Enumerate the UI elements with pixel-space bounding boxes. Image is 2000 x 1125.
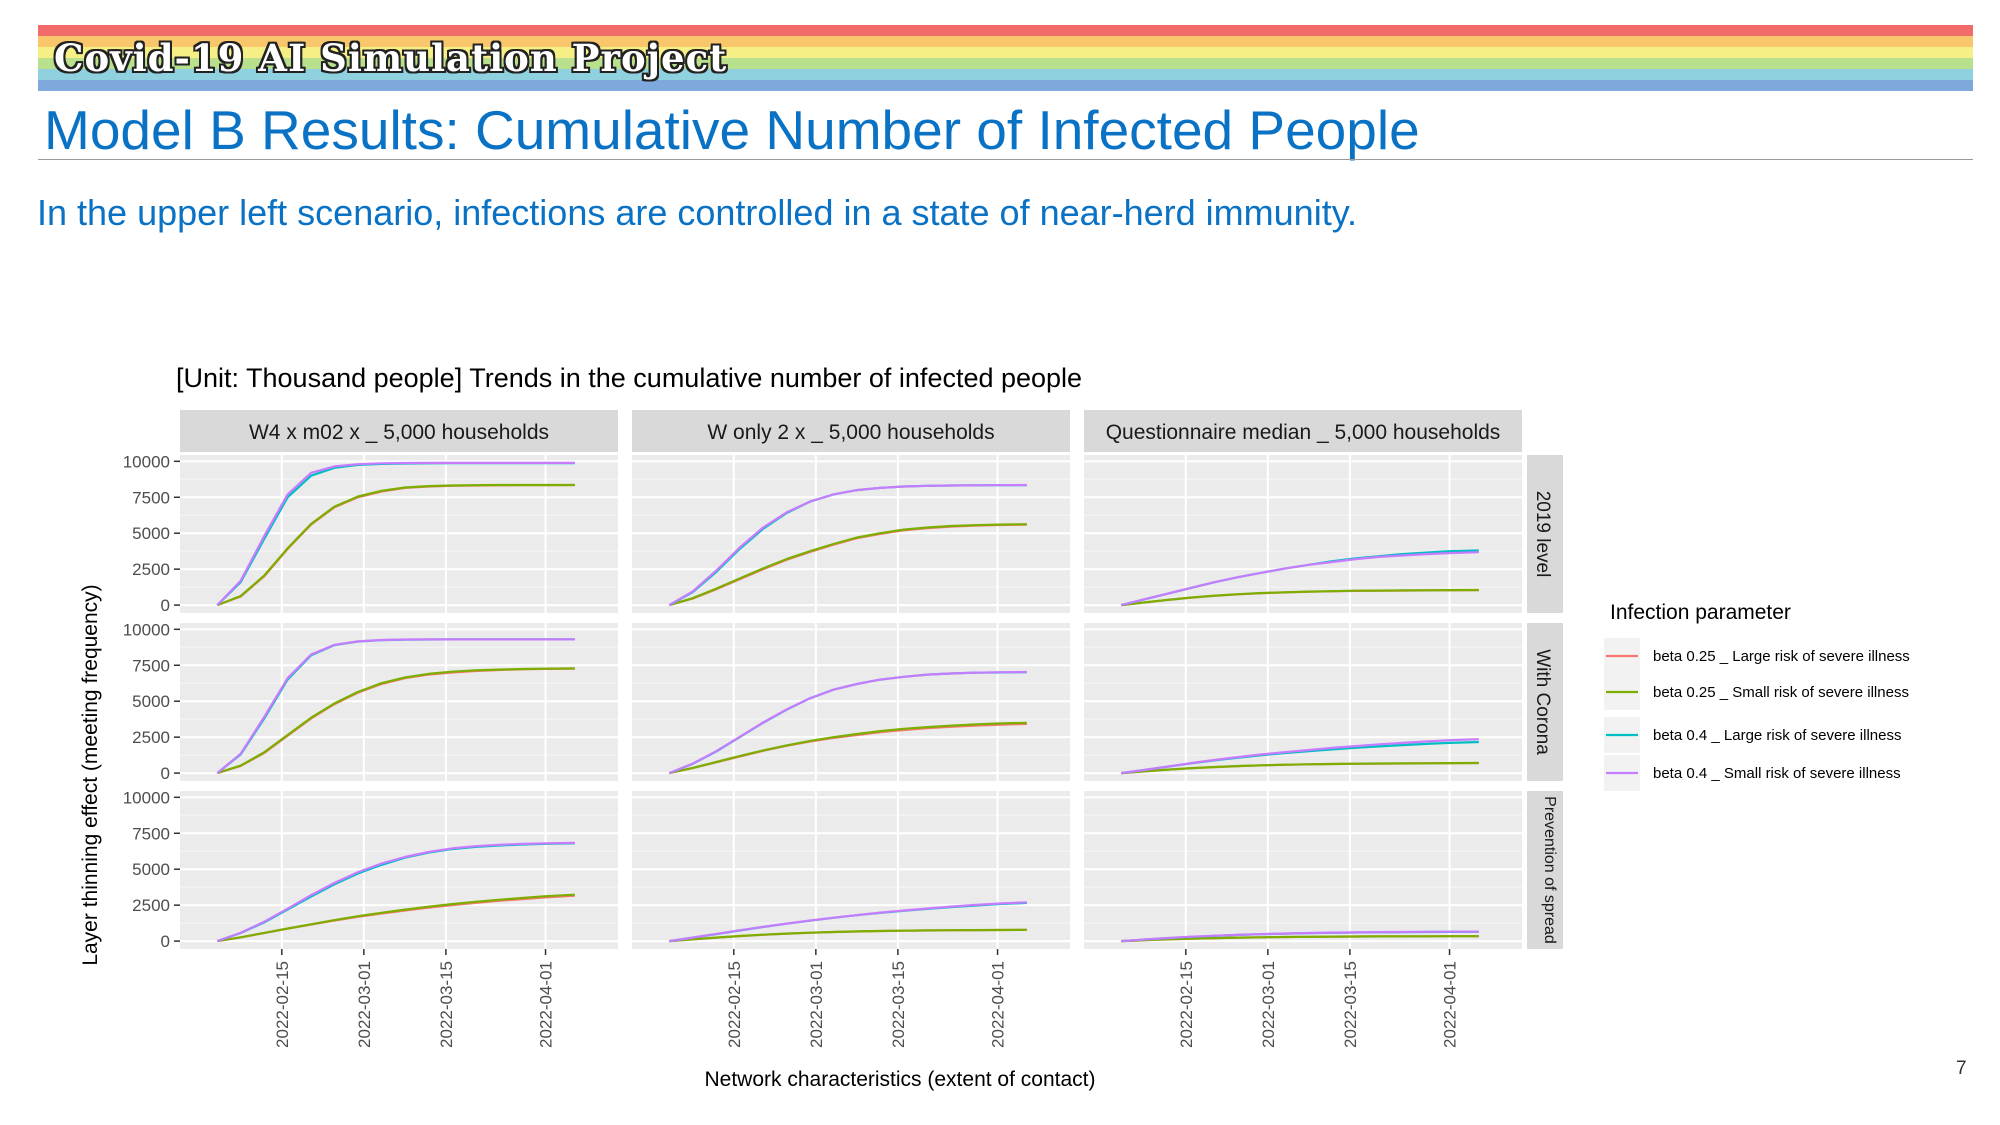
column-strip <box>632 410 1070 452</box>
series-line <box>1121 935 1479 943</box>
series-line <box>669 928 1027 943</box>
chart-title: [Unit: Thousand people] Trends in the cu… <box>176 363 1082 393</box>
series-line <box>668 523 1027 607</box>
legend: Infection parameter beta 0.25 _ Large ri… <box>1604 601 1910 791</box>
y-tick-label: 0 <box>161 932 170 951</box>
x-axis-label: Network characteristics (extent of conta… <box>705 1068 1096 1091</box>
row-strip <box>1527 791 1563 949</box>
row-strip-label: 2019 level <box>1532 491 1553 578</box>
series-line <box>1121 930 1479 943</box>
series-line <box>216 483 575 607</box>
series-line <box>1121 738 1479 775</box>
x-tick-label: 2022-03-01 <box>1259 961 1278 1048</box>
x-tick-label: 2022-04-01 <box>537 961 556 1048</box>
column-strip-label: Questionnaire median _ 5,000 households <box>1106 421 1501 444</box>
series-line <box>217 893 575 943</box>
x-tick-label: 2022-03-15 <box>437 961 456 1048</box>
x-tick-label: 2022-03-15 <box>889 961 908 1048</box>
y-tick-label: 5000 <box>132 860 170 879</box>
page-number: 7 <box>1956 1058 1967 1079</box>
series-line <box>1121 761 1479 775</box>
y-tick-label: 0 <box>161 764 170 783</box>
y-tick-label: 5000 <box>132 524 170 543</box>
legend-entry-label: beta 0.4 _ Small risk of severe illness <box>1653 765 1901 782</box>
banner-stripe <box>38 69 1973 80</box>
x-tick-label: 2022-02-15 <box>725 961 744 1048</box>
rainbow-banner <box>38 25 1973 91</box>
slide-subtitle: In the upper left scenario, infections a… <box>37 192 1358 233</box>
series-line <box>1121 551 1479 607</box>
y-tick-label: 7500 <box>132 656 170 675</box>
y-tick-label: 10000 <box>123 452 170 471</box>
column-strip <box>180 410 618 452</box>
x-tick-label: 2022-04-01 <box>989 961 1008 1048</box>
y-tick-label: 2500 <box>132 728 170 747</box>
series-line <box>1121 588 1479 607</box>
y-tick-label: 7500 <box>132 488 170 507</box>
y-axis-label: Layer thinning effect (meeting frequency… <box>79 584 102 965</box>
legend-title: Infection parameter <box>1610 601 1791 624</box>
x-tick-label: 2022-03-01 <box>355 961 374 1048</box>
x-tick-label: 2022-03-15 <box>1341 961 1360 1048</box>
row-strip-label: Prevention of spread <box>1541 796 1558 944</box>
y-tick-label: 5000 <box>132 692 170 711</box>
banner-stripe <box>38 25 1973 36</box>
series-line <box>668 670 1027 775</box>
y-tick-label: 0 <box>161 596 170 615</box>
series-line <box>216 638 575 774</box>
banner-stripe <box>38 80 1973 91</box>
y-tick-label: 10000 <box>123 788 170 807</box>
slide-title: Model B Results: Cumulative Number of In… <box>44 99 1420 161</box>
series-line <box>216 667 575 775</box>
y-tick-label: 2500 <box>132 560 170 579</box>
banner-stripe <box>38 58 1973 69</box>
y-tick-label: 7500 <box>132 824 170 843</box>
legend-entry-label: beta 0.25 _ Small risk of severe illness <box>1653 684 1909 701</box>
x-tick-label: 2022-04-01 <box>1441 961 1460 1048</box>
series-line <box>669 901 1027 943</box>
row-strip-label: With Corona <box>1532 649 1553 755</box>
series-line <box>669 721 1027 775</box>
series-line <box>216 841 575 943</box>
y-tick-label: 2500 <box>132 896 170 915</box>
project-title: Covid-19 AI Simulation Project <box>54 36 728 80</box>
legend-entry-label: beta 0.25 _ Large risk of severe illness <box>1653 648 1910 665</box>
column-strip-label: W4 x m02 x _ 5,000 households <box>249 421 549 444</box>
banner-stripe <box>38 47 1973 58</box>
row-strip <box>1527 623 1563 781</box>
column-strip-label: W only 2 x _ 5,000 households <box>707 421 994 444</box>
banner-stripe <box>38 36 1973 47</box>
series-line <box>668 483 1027 607</box>
x-tick-label: 2022-03-01 <box>807 961 826 1048</box>
series-line <box>216 461 575 606</box>
row-strip <box>1527 455 1563 613</box>
column-strip <box>1084 410 1522 452</box>
y-tick-label: 10000 <box>123 620 170 639</box>
x-tick-label: 2022-02-15 <box>273 961 292 1048</box>
legend-entry-label: beta 0.4 _ Large risk of severe illness <box>1653 727 1901 744</box>
facet-panels: W4 x m02 x _ 5,000 households W only 2 x … <box>123 410 1563 1048</box>
x-tick-label: 2022-02-15 <box>1177 961 1196 1048</box>
title-divider <box>38 159 1973 160</box>
